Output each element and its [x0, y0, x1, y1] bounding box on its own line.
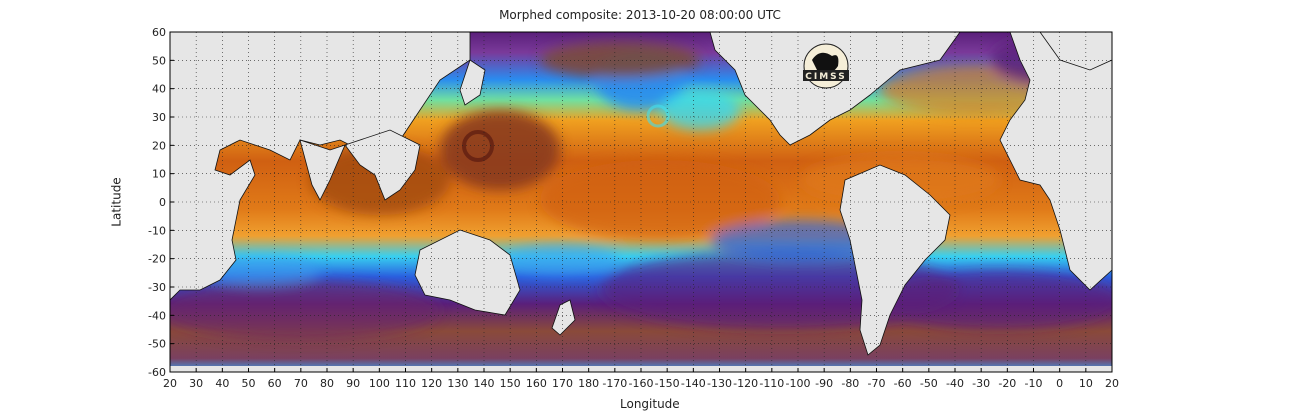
chart-title: Morphed composite: 2013-10-20 08:00:00 U…: [499, 8, 781, 22]
x-tick-label: -20: [998, 377, 1016, 390]
grid: [170, 32, 1112, 372]
x-tick-label: 40: [215, 377, 229, 390]
y-tick-label: 40: [152, 83, 166, 96]
x-tick-label: 90: [346, 377, 360, 390]
new-zealand: [551, 299, 576, 336]
cimss-logo: CIMSS: [803, 43, 849, 89]
plot-area: [170, 32, 1112, 372]
moisture-features: [170, 35, 1112, 340]
africa-eurasia: [170, 32, 471, 301]
x-tick-label: -30: [972, 377, 990, 390]
x-tick-label: 180: [578, 377, 599, 390]
x-tick-label: -80: [841, 377, 859, 390]
y-tick-label: -60: [148, 366, 166, 379]
southeast-asia: [344, 129, 421, 201]
x-tick-label: -150: [655, 377, 680, 390]
x-tick-label: -120: [733, 377, 758, 390]
typhoon-spiral: [462, 130, 494, 162]
x-tick-label: 20: [1105, 377, 1119, 390]
x-tick-label: 150: [500, 377, 521, 390]
x-tick-label: -100: [786, 377, 811, 390]
y-tick-label: 20: [152, 139, 166, 152]
x-tick-label: -40: [946, 377, 964, 390]
x-tick-label: -160: [629, 377, 654, 390]
x-tick-label: -90: [815, 377, 833, 390]
y-axis-label: Latitude: [109, 177, 124, 227]
x-tick-label: 80: [320, 377, 334, 390]
y-tick-label: -10: [148, 224, 166, 237]
x-tick-label: 100: [369, 377, 390, 390]
x-tick-label: 170: [552, 377, 573, 390]
y-tick-label: -40: [148, 309, 166, 322]
x-tick-label: -170: [602, 377, 627, 390]
y-axis: 60 50 40 30 20 10 0 -10 -20 -30 -40 -50 -60: [148, 26, 174, 379]
x-tick-label: -130: [707, 377, 732, 390]
x-tick-label: -70: [868, 377, 886, 390]
india: [299, 139, 346, 201]
logo-text: CIMSS: [805, 72, 846, 82]
x-axis-label: Longitude: [620, 397, 680, 411]
y-tick-label: -50: [148, 338, 166, 351]
x-tick-label: 0: [1056, 377, 1063, 390]
x-tick-label: 30: [189, 377, 203, 390]
x-tick-label: -140: [681, 377, 706, 390]
y-tick-label: 0: [159, 196, 166, 209]
y-tick-label: -20: [148, 253, 166, 266]
x-tick-label: 10: [1079, 377, 1093, 390]
x-axis: 20 30 40 50 60 70 80 90 100 110 120 130 140 150 160 170…: [163, 368, 1119, 390]
x-tick-label: 20: [163, 377, 177, 390]
japan: [459, 59, 486, 106]
x-tick-label: 110: [395, 377, 416, 390]
africa-east: [999, 32, 1112, 291]
x-tick-label: -50: [920, 377, 938, 390]
x-tick-label: -10: [1025, 377, 1043, 390]
x-tick-label: 140: [474, 377, 495, 390]
y-tick-label: 10: [152, 168, 166, 181]
x-tick-label: 160: [526, 377, 547, 390]
australia: [414, 229, 521, 316]
x-tick-label: 130: [447, 377, 468, 390]
y-tick-label: 30: [152, 111, 166, 124]
y-tick-label: 50: [152, 54, 166, 67]
south-america: [839, 164, 951, 356]
x-tick-label: -110: [759, 377, 784, 390]
x-tick-label: -60: [894, 377, 912, 390]
x-tick-label: 70: [294, 377, 308, 390]
x-tick-label: 50: [242, 377, 256, 390]
x-tick-label: 60: [268, 377, 282, 390]
cyclone-swirl: [646, 104, 670, 128]
y-tick-label: 60: [152, 26, 166, 39]
x-tick-label: 120: [421, 377, 442, 390]
y-tick-label: -30: [148, 281, 166, 294]
